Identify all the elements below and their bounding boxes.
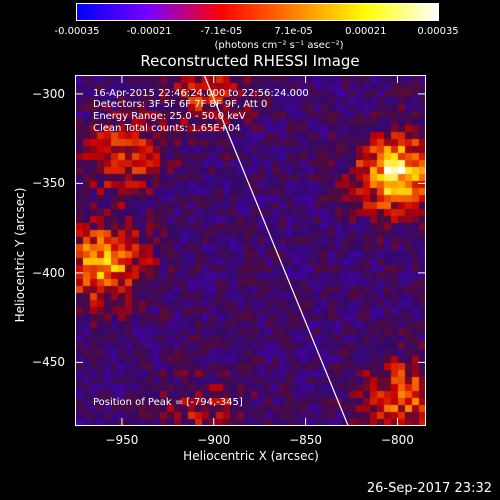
heatmap-image — [76, 76, 425, 425]
colorbar-tick-label: 7.1e-05 — [274, 26, 313, 37]
x-tick-label: −900 — [197, 433, 231, 447]
plot-overlay — [76, 76, 425, 425]
colorbar-tick-label: -7.1e-05 — [200, 26, 243, 37]
info-clean: Clean Total counts: 1.65E+04 — [93, 123, 241, 134]
peak-position: Position of Peak = [-794,-345] — [93, 397, 243, 408]
x-tick-label: −850 — [289, 433, 323, 447]
timestamp: 26-Sep-2017 23:32 — [366, 481, 492, 496]
colorbar-tick-label: -0.00035 — [54, 26, 100, 37]
y-tick-label: −350 — [32, 176, 65, 191]
y-axis-label: Heliocentric Y (arcsec) — [13, 187, 27, 323]
x-tick-label: −800 — [380, 433, 414, 447]
limb-line — [204, 76, 349, 425]
colorbar-tick-label: 0.00035 — [417, 26, 459, 37]
colorbar — [76, 3, 439, 21]
info-time: 16-Apr-2015 22:46:24.000 to 22:56:24.000 — [93, 88, 309, 99]
colorbar-tick-label: -0.00021 — [126, 26, 172, 37]
y-tick-label: −400 — [32, 265, 65, 280]
colorbar-unit: (photons cm⁻² s⁻¹ asec⁻²) — [214, 40, 344, 51]
chart-title: Reconstructed RHESSI Image — [140, 52, 360, 70]
x-tick-label: −950 — [105, 433, 139, 447]
info-detectors: Detectors: 3F 5F 6F 7F 8F 9F, Att 0 — [93, 99, 268, 110]
y-tick-label: −450 — [32, 355, 65, 370]
x-axis-label: Heliocentric X (arcsec) — [183, 449, 319, 463]
y-tick-label: −300 — [32, 86, 65, 101]
colorbar-tick-label: 0.00021 — [345, 26, 387, 37]
info-energy: Energy Range: 25.0 - 50.0 keV — [93, 111, 246, 122]
plot-area — [75, 75, 426, 426]
